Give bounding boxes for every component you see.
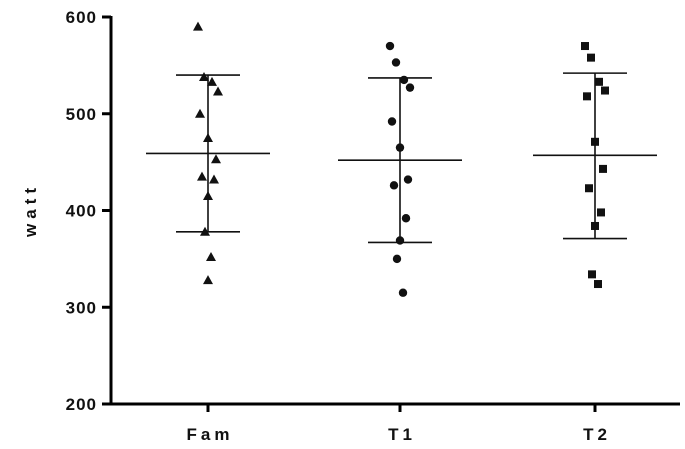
- x-tick-label: T2: [583, 425, 611, 444]
- data-point-square: [583, 92, 591, 101]
- data-point-triangle: [206, 251, 216, 261]
- data-point-circle: [387, 117, 397, 126]
- data-point-circle: [401, 214, 411, 223]
- y-tick-label: 400: [66, 202, 97, 221]
- y-tick-label: 300: [66, 298, 97, 317]
- data-point-square: [591, 137, 599, 146]
- data-point-triangle: [199, 71, 209, 81]
- series-t2: [533, 42, 657, 289]
- data-point-square: [601, 86, 609, 95]
- x-tick-label: T1: [388, 425, 416, 444]
- data-point-triangle: [207, 76, 217, 86]
- y-tick-label: 200: [66, 395, 97, 414]
- data-point-circle: [395, 236, 405, 245]
- y-tick-label: 500: [66, 105, 97, 124]
- data-point-circle: [385, 41, 395, 51]
- data-point-triangle: [203, 190, 213, 200]
- data-point-triangle: [195, 108, 205, 118]
- data-point-circle: [389, 181, 399, 190]
- data-point-square: [587, 53, 595, 62]
- data-point-triangle: [193, 21, 203, 31]
- axes: 200 300 400 500 600 Fam T1 T2 watt: [21, 8, 680, 444]
- data-point-circle: [391, 58, 401, 67]
- series-t1: [338, 41, 462, 297]
- y-tick-label: 600: [66, 8, 97, 27]
- data-point-square: [595, 77, 603, 86]
- data-point-circle: [395, 143, 405, 152]
- data-point-triangle: [213, 86, 223, 96]
- data-point-triangle: [211, 154, 221, 164]
- data-point-circle: [392, 254, 402, 264]
- data-point-circle: [403, 175, 413, 184]
- data-point-circle: [405, 83, 415, 92]
- data-point-square: [594, 280, 602, 289]
- data-point-circle: [398, 288, 408, 297]
- data-point-circle: [399, 75, 409, 85]
- data-point-square: [585, 184, 593, 193]
- data-point-triangle: [197, 171, 207, 181]
- plot-area: [146, 21, 657, 297]
- data-point-triangle: [209, 174, 219, 184]
- x-tick-label: Fam: [187, 425, 234, 444]
- data-point-square: [599, 164, 607, 173]
- y-axis-title: watt: [21, 183, 40, 238]
- data-point-square: [597, 208, 605, 217]
- data-point-square: [591, 221, 599, 230]
- data-point-triangle: [203, 132, 213, 142]
- data-point-square: [588, 270, 596, 279]
- data-point-triangle: [203, 275, 213, 285]
- series-fam: [146, 21, 270, 285]
- data-point-triangle: [200, 226, 210, 236]
- data-point-square: [581, 42, 589, 51]
